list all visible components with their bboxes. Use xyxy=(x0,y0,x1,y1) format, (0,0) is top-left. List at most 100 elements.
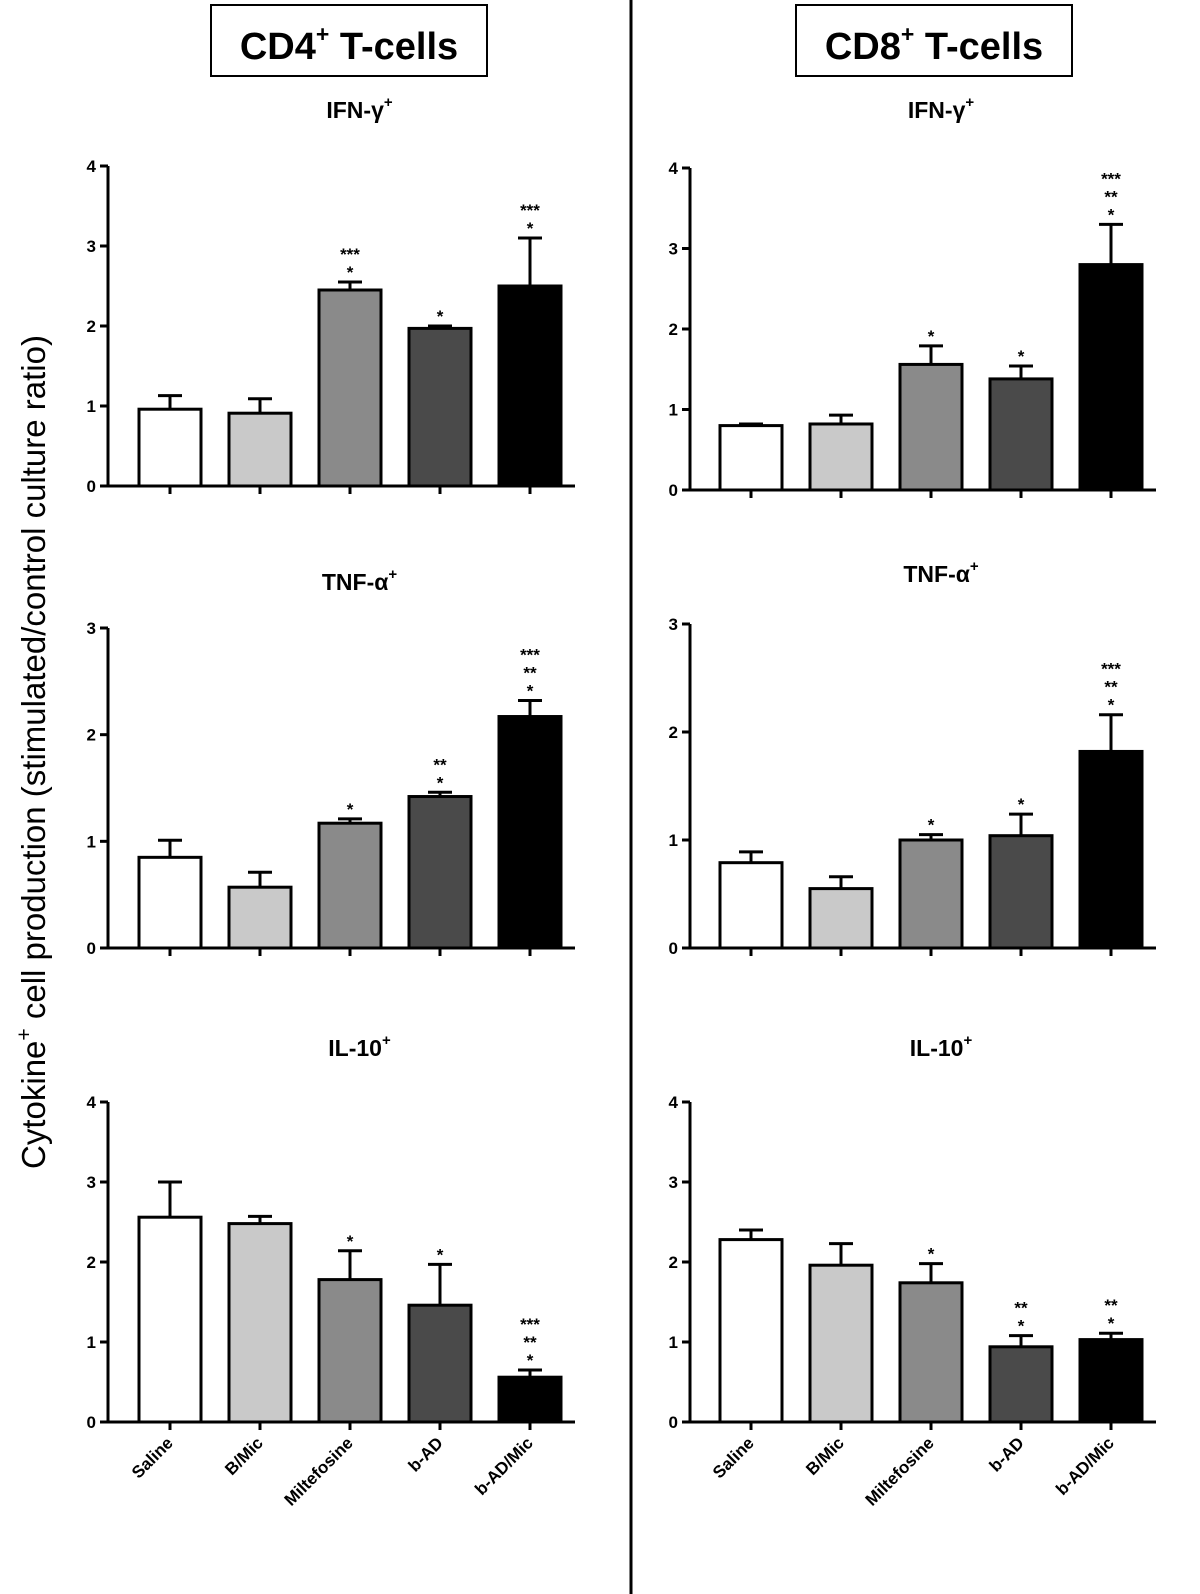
bar-saline xyxy=(718,424,784,492)
y-tick-label: 1 xyxy=(87,1333,96,1352)
y-tick-label: 3 xyxy=(669,240,678,259)
y-tick-label: 1 xyxy=(669,831,678,850)
category-label-miltefosine: Miltefosine xyxy=(281,1433,357,1509)
category-label-b-ad: b-AD xyxy=(986,1433,1028,1475)
y-tick-label: 3 xyxy=(669,1173,678,1192)
y-tick-label: 2 xyxy=(669,320,678,339)
category-label-b-mic: B/Mic xyxy=(802,1433,847,1478)
bar-miltefosine xyxy=(898,362,964,492)
y-tick-label: 4 xyxy=(87,1093,97,1112)
bar-b-ad-mic xyxy=(1078,749,1144,950)
significance-label: *** xyxy=(520,646,540,665)
cd4-title-box: CD4+ T-cells xyxy=(210,4,488,77)
significance-label: * xyxy=(437,307,444,326)
significance-label: * xyxy=(347,263,354,282)
significance-label: * xyxy=(527,682,534,701)
y-tick-label: 1 xyxy=(87,397,96,416)
bar-b-mic xyxy=(808,887,874,950)
bar-b-mic xyxy=(227,1222,293,1424)
category-label-saline: Saline xyxy=(709,1433,758,1482)
y-tick-label: 0 xyxy=(669,481,678,500)
bar-miltefosine xyxy=(317,288,383,488)
significance-label: *** xyxy=(1101,660,1121,679)
significance-label: * xyxy=(928,816,935,835)
significance-label: * xyxy=(1108,205,1115,224)
bar-b-ad xyxy=(407,795,473,950)
y-tick-label: 4 xyxy=(87,157,97,176)
significance-label: * xyxy=(527,1351,534,1370)
cd8-title-box: CD8+ T-cells xyxy=(795,4,1073,77)
panel-cd4-il-10-: IL-10+ 0 1 2 3 4 Saline B/Mic * Miltefosine * b-AD *… xyxy=(87,1032,575,1510)
significance-label: ** xyxy=(433,755,447,774)
significance-label: ** xyxy=(523,1333,537,1352)
panel-title: IL-10+ xyxy=(910,1032,973,1061)
category-label-miltefosine: Miltefosine xyxy=(862,1433,938,1509)
cd4-title: CD4+ T-cells xyxy=(240,21,458,68)
bar-miltefosine xyxy=(898,838,964,950)
y-tick-label: 0 xyxy=(669,1413,678,1432)
category-label-saline: Saline xyxy=(128,1433,177,1482)
bar-saline xyxy=(718,1238,784,1424)
bar-b-ad xyxy=(988,1345,1054,1424)
significance-label: *** xyxy=(1101,169,1121,188)
bar-b-ad xyxy=(407,1303,473,1424)
bar-b-mic xyxy=(808,1263,874,1424)
bar-b-mic xyxy=(808,422,874,492)
y-tick-label: 1 xyxy=(87,832,96,851)
bar-saline xyxy=(137,855,203,950)
y-tick-label: 2 xyxy=(87,1253,96,1272)
significance-label: * xyxy=(1108,1314,1115,1333)
bar-b-ad xyxy=(407,326,473,488)
significance-label: ** xyxy=(1104,187,1118,206)
category-label-b-ad: b-AD xyxy=(405,1433,447,1475)
y-tick-label: 2 xyxy=(87,317,96,336)
bar-b-ad-mic xyxy=(1078,263,1144,492)
significance-label: * xyxy=(347,800,354,819)
bar-b-ad-mic xyxy=(497,1375,563,1424)
bar-b-mic xyxy=(227,885,293,950)
bar-saline xyxy=(718,861,784,950)
y-tick-label: 2 xyxy=(669,723,678,742)
significance-label: * xyxy=(437,773,444,792)
category-label-b-mic: B/Mic xyxy=(221,1433,266,1478)
y-axis-label: Cytokine+ cell production (stimulated/co… xyxy=(13,335,52,1169)
bar-b-ad xyxy=(988,834,1054,950)
significance-label: ** xyxy=(523,664,537,683)
category-label-b-ad-mic: b-AD/Mic xyxy=(1052,1433,1118,1499)
significance-label: * xyxy=(527,219,534,238)
significance-label: ** xyxy=(1104,1296,1118,1315)
significance-label: ** xyxy=(1014,1299,1028,1318)
y-tick-label: 0 xyxy=(87,477,96,496)
panel-title: IFN-γ+ xyxy=(326,94,393,123)
significance-label: * xyxy=(437,1245,444,1264)
significance-label: * xyxy=(347,1232,354,1251)
bar-b-ad-mic xyxy=(497,284,563,488)
significance-label: * xyxy=(1018,1317,1025,1336)
bar-b-ad xyxy=(988,377,1054,492)
y-tick-label: 0 xyxy=(87,939,96,958)
significance-label: * xyxy=(1018,795,1025,814)
bar-miltefosine xyxy=(317,821,383,950)
y-tick-label: 3 xyxy=(87,1173,96,1192)
significance-label: *** xyxy=(520,1315,540,1334)
category-label-b-ad-mic: b-AD/Mic xyxy=(471,1433,537,1499)
panel-title: TNF-α+ xyxy=(903,558,979,587)
significance-label: ** xyxy=(1104,678,1118,697)
bar-saline xyxy=(137,407,203,488)
y-tick-label: 2 xyxy=(87,726,96,745)
significance-label: * xyxy=(928,327,935,346)
bar-b-ad-mic xyxy=(497,715,563,950)
bar-b-ad-mic xyxy=(1078,1338,1144,1424)
bar-b-mic xyxy=(227,411,293,488)
significance-label: * xyxy=(1018,347,1025,366)
y-tick-label: 3 xyxy=(669,615,678,634)
significance-label: *** xyxy=(340,245,360,264)
y-tick-label: 4 xyxy=(669,1093,679,1112)
y-tick-label: 0 xyxy=(87,1413,96,1432)
significance-label: * xyxy=(1108,696,1115,715)
